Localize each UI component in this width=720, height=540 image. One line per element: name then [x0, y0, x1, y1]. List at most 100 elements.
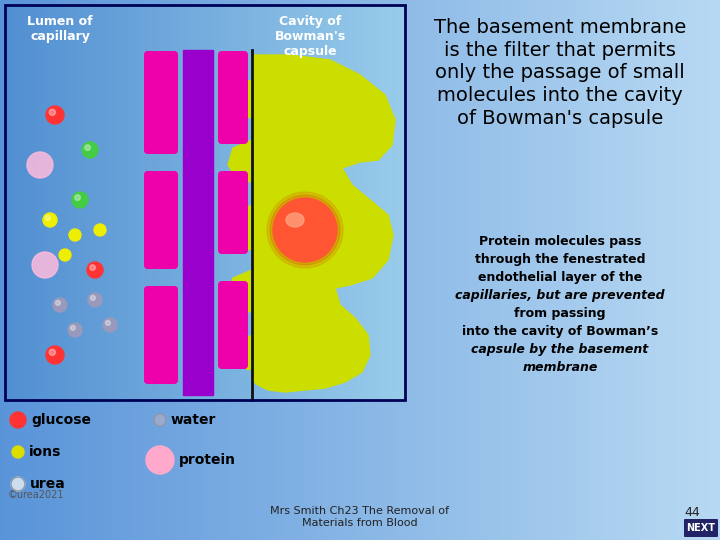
Circle shape — [69, 229, 81, 241]
Bar — [69, 5, 74, 400]
Bar — [198, 0, 202, 540]
Bar — [569, 0, 573, 540]
Circle shape — [270, 195, 340, 265]
Bar — [90, 0, 94, 540]
Bar — [125, 5, 130, 400]
Bar — [101, 0, 105, 540]
Bar — [49, 5, 54, 400]
Bar — [205, 5, 210, 400]
FancyBboxPatch shape — [218, 281, 248, 369]
Bar — [65, 5, 70, 400]
Circle shape — [46, 346, 64, 364]
Text: Protein molecules pass: Protein molecules pass — [479, 235, 642, 248]
Bar — [475, 0, 480, 540]
Bar — [225, 5, 230, 400]
Bar — [299, 0, 303, 540]
Bar — [40, 0, 44, 540]
Bar — [119, 0, 123, 540]
Bar — [216, 0, 220, 540]
Bar — [7, 0, 12, 540]
Circle shape — [91, 295, 95, 300]
Bar — [381, 5, 386, 400]
Bar — [392, 0, 397, 540]
Text: endothelial layer of the: endothelial layer of the — [478, 271, 642, 284]
Bar — [457, 0, 462, 540]
Bar — [50, 0, 55, 540]
Bar — [266, 0, 271, 540]
Bar — [253, 5, 258, 400]
Bar — [346, 0, 350, 540]
Bar — [594, 0, 598, 540]
Bar — [547, 0, 552, 540]
Circle shape — [45, 215, 50, 220]
Bar — [562, 0, 566, 540]
Bar — [72, 0, 76, 540]
Bar — [317, 5, 322, 400]
Bar — [403, 0, 408, 540]
Bar — [233, 5, 238, 400]
Bar — [252, 0, 256, 540]
Bar — [608, 0, 613, 540]
Circle shape — [273, 198, 337, 262]
Text: Lumen of
capillary: Lumen of capillary — [27, 15, 93, 43]
Bar — [281, 5, 286, 400]
Bar — [508, 0, 512, 540]
Bar — [397, 5, 402, 400]
Bar — [421, 0, 426, 540]
Bar — [151, 0, 156, 540]
Bar — [472, 0, 476, 540]
Bar — [310, 0, 314, 540]
Bar — [691, 0, 696, 540]
Bar — [486, 0, 490, 540]
Bar — [533, 0, 537, 540]
Bar — [702, 0, 706, 540]
Bar — [637, 0, 642, 540]
Circle shape — [71, 326, 76, 330]
Bar — [5, 5, 10, 400]
Bar — [109, 5, 114, 400]
Bar — [68, 0, 73, 540]
Bar — [158, 0, 163, 540]
Bar — [302, 0, 307, 540]
Circle shape — [12, 446, 24, 458]
Bar — [212, 0, 217, 540]
Circle shape — [94, 224, 106, 236]
Circle shape — [154, 414, 166, 426]
Bar — [169, 5, 174, 400]
Bar — [21, 5, 26, 400]
Circle shape — [49, 109, 55, 116]
Circle shape — [11, 477, 25, 491]
Bar — [497, 0, 501, 540]
Bar — [360, 0, 364, 540]
Bar — [245, 5, 250, 400]
Bar — [256, 0, 260, 540]
Bar — [385, 0, 390, 540]
Bar — [25, 5, 30, 400]
Bar — [85, 5, 90, 400]
Bar — [461, 0, 465, 540]
Bar — [709, 0, 714, 540]
Bar — [619, 0, 624, 540]
Text: capillaries, but are prevented: capillaries, but are prevented — [455, 289, 665, 302]
Bar — [238, 0, 242, 540]
Bar — [333, 5, 338, 400]
Circle shape — [43, 213, 57, 227]
Bar — [193, 5, 198, 400]
Bar — [277, 0, 282, 540]
Bar — [13, 5, 18, 400]
Text: urea: urea — [30, 477, 66, 491]
Bar — [565, 0, 570, 540]
Bar — [115, 0, 120, 540]
Bar — [706, 0, 710, 540]
Bar — [176, 0, 181, 540]
Bar — [684, 0, 688, 540]
Bar — [281, 0, 285, 540]
Bar — [313, 5, 318, 400]
Bar — [11, 0, 15, 540]
Bar — [544, 0, 548, 540]
Bar — [324, 0, 328, 540]
Circle shape — [55, 300, 60, 305]
Bar — [644, 0, 649, 540]
Bar — [396, 0, 400, 540]
Bar — [301, 5, 306, 400]
